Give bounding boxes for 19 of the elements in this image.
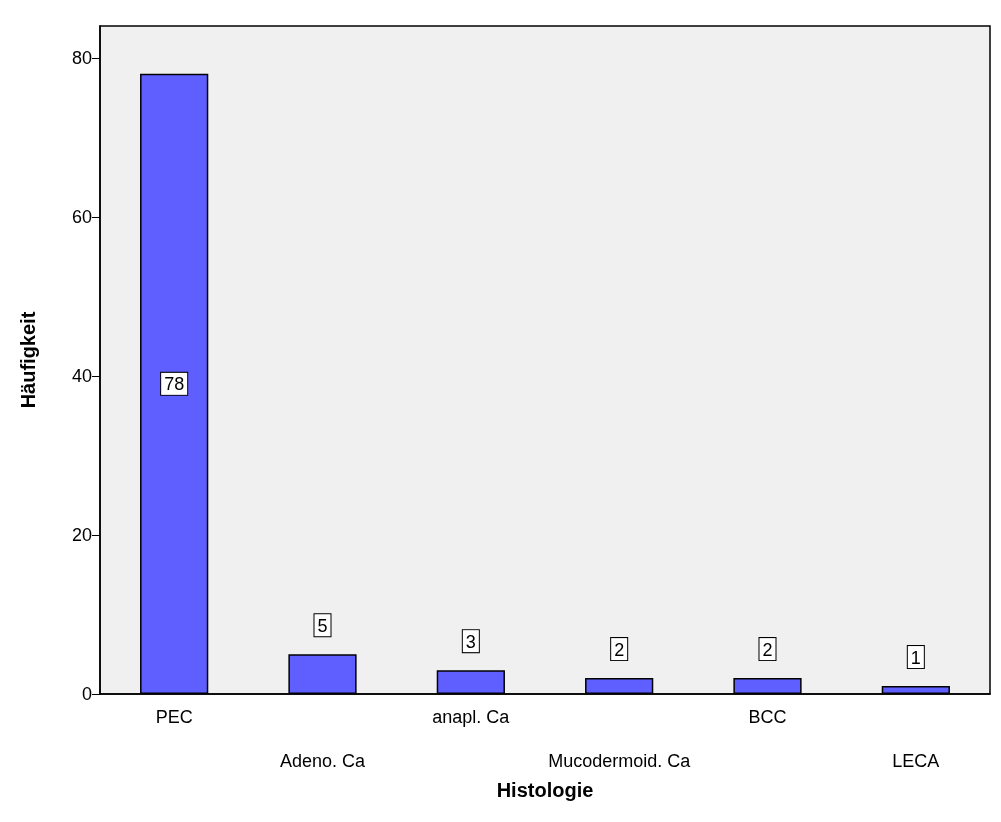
data-label: 3 [465,632,476,653]
y-axis-title: Häufigkeit [17,311,39,409]
x-tick-label: anapl. Ca [432,707,511,727]
y-tick-label: 80 [71,47,92,68]
y-tick-label: 20 [71,524,92,545]
data-label: 78 [164,373,185,394]
x-tick-label: BCC [748,707,787,727]
x-axis-title: Histologie [496,779,594,801]
y-tick-label: 60 [71,206,92,227]
data-label: 1 [910,648,921,669]
y-tick-label: 0 [81,684,92,704]
x-tick-label: PEC [155,707,193,727]
x-tick-label: Mucodermoid. Ca [548,751,692,771]
x-tick-label: LECA [892,751,940,771]
data-label: 2 [762,640,773,661]
data-label: 2 [614,640,625,661]
x-tick-label: Adeno. Ca [279,751,367,771]
data-label: 5 [317,616,328,637]
y-tick-label: 40 [71,365,92,386]
